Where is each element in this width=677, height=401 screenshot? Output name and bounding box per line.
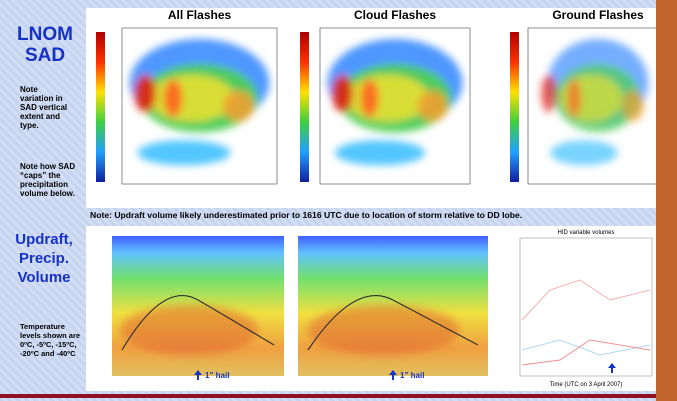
hid-xlabel: Time (UTC on 3 April 2007) (550, 382, 623, 388)
heat-blob (622, 90, 644, 121)
hid-frame (520, 238, 652, 376)
heat-blob (134, 75, 156, 112)
heat-blob (138, 140, 231, 165)
note: Note variation in SAD vertical extent an… (20, 85, 72, 130)
colorbar (96, 32, 105, 182)
heat-blob (346, 75, 430, 122)
heat-blob (223, 90, 254, 121)
panel-title: All Flashes (168, 8, 232, 22)
heat-blob (164, 79, 183, 116)
colorbar (510, 32, 519, 182)
heat-blob (567, 79, 580, 116)
heat-blob (550, 140, 617, 165)
heat-blob (121, 305, 259, 355)
hid-title: HID variable volumes (557, 230, 614, 236)
graphics: All Flashes Cloud Flashes Ground Flashes 1”… (0, 0, 677, 401)
colorbar (300, 32, 309, 182)
heat-blob (148, 75, 235, 122)
side-bar (656, 0, 677, 401)
heat-blob (332, 75, 353, 112)
heat-blob (418, 90, 448, 121)
heat-blob (335, 140, 425, 165)
section-title: Updraft, Precip. Volume (4, 230, 84, 287)
poster: All Flashes Cloud Flashes Ground Flashes 1”… (0, 0, 677, 401)
heat-blob (541, 75, 557, 112)
hail-label: 1” hail (400, 371, 424, 380)
panel-title: Cloud Flashes (354, 8, 436, 22)
note: Note how SAD “caps” the precipitation vo… (20, 162, 80, 198)
hail-label: 1” hail (205, 371, 229, 380)
bottom-border (0, 394, 677, 398)
section-title: LNOM SAD (6, 24, 84, 66)
heat-blob (361, 79, 379, 116)
note: Temperature levels shown are 0ºC, -5ºC, … (20, 322, 82, 358)
middle-note: Note: Updraft volume likely underestimat… (90, 211, 670, 220)
panel-title: Ground Flashes (552, 8, 644, 22)
heat-blob (308, 305, 460, 355)
